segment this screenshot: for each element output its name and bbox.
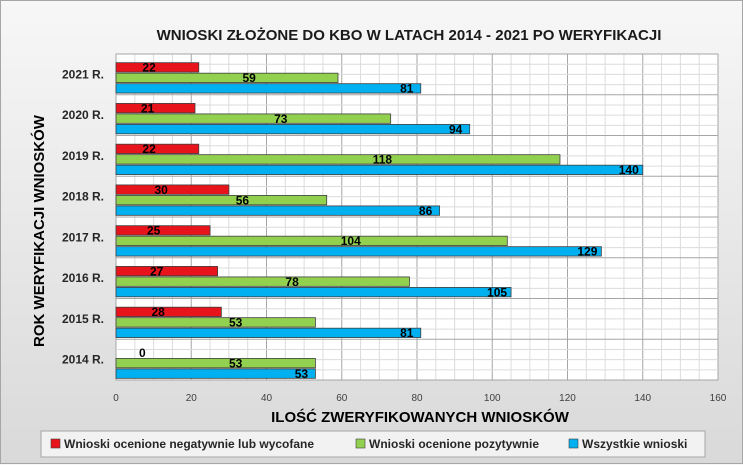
data-label: 81 [400,82,414,96]
category-label: 2021 R. [62,67,104,81]
x-tick-label: 140 [634,393,651,404]
data-label: 53 [229,356,243,370]
bar-all [115,83,422,94]
bar-all [115,246,602,257]
data-label: 21 [141,101,155,115]
x-tick-label: 60 [336,393,348,404]
legend-swatch [355,438,366,449]
bar-all [115,205,440,216]
bar-negative [115,266,218,277]
x-axis-title: ILOŚĆ ZWERYFIKOWANYCH WNIOSKÓW [271,408,570,426]
legend-swatch [50,438,61,449]
chart-title: WNIOSKI ZŁOŻONE DO KBO W LATACH 2014 - 2… [157,27,662,44]
category-label: 2016 R. [62,271,104,285]
data-label: 118 [373,153,393,167]
y-axis-title: ROK WERYFIKACJI WNIOSKÓW [30,114,48,347]
bar-negative [115,62,200,73]
data-label: 73 [274,112,288,126]
bar-positive [115,235,508,246]
x-tick-labels: 0 20 40 60 80 100 120 140 160 [113,393,727,404]
data-label: 28 [151,305,165,319]
x-tick-label: 100 [484,393,501,404]
data-label: 129 [577,245,597,259]
bar-all [115,287,512,298]
bar-negative [115,306,222,317]
legend-label: Wnioski ocenione pozytywnie [369,437,539,451]
data-label: 140 [619,163,639,177]
x-tick-label: 0 [113,393,119,404]
legend-label: Wszystkie wnioski [582,437,687,451]
category-labels: 2014 R. 2015 R. 2016 R. 2017 R. 2018 R. 2019 … [62,67,104,366]
bars [115,62,644,379]
x-tick-label: 20 [186,393,198,404]
data-label: 53 [295,367,309,381]
bar-positive [115,358,316,369]
bar-all [115,327,422,338]
data-label: 25 [147,224,161,238]
category-label: 2020 R. [62,108,104,122]
data-label: 30 [154,183,168,197]
bar-positive [115,154,561,165]
data-label: 94 [449,122,463,136]
category-label: 2018 R. [62,190,104,204]
category-label: 2019 R. [62,149,104,163]
data-label: 53 [229,316,243,330]
bar-positive [115,113,392,124]
x-tick-label: 120 [559,393,576,404]
category-label: 2014 R. [62,353,104,367]
category-label: 2017 R. [62,230,104,244]
data-label: 86 [419,204,433,218]
x-tick-label: 160 [710,393,727,404]
legend: Wnioski ocenione negatywnie lub wycofane… [50,437,687,451]
data-label: 22 [142,142,156,156]
data-label: 78 [285,275,299,289]
bar-positive [115,276,410,287]
bar-positive [115,195,328,206]
bar-all [115,164,644,175]
data-label: 59 [243,71,257,85]
data-label: 27 [150,264,164,278]
bar-positive [115,72,339,83]
bar-all [115,368,316,379]
bar-negative [115,225,211,236]
bar-negative [115,143,200,154]
bar-negative [115,103,196,114]
x-tick-label: 40 [261,393,273,404]
legend-label: Wnioski ocenione negatywnie lub wycofane [64,437,314,451]
bar-positive [115,317,316,328]
data-label: 81 [400,326,414,340]
legend-swatch [568,438,579,449]
data-label: 0 [139,346,146,360]
data-label: 104 [341,234,361,248]
legend-box [40,430,706,458]
x-tick-label: 80 [411,393,423,404]
data-label: 105 [487,285,507,299]
category-label: 2015 R. [62,312,104,326]
data-label: 22 [142,61,156,75]
bar-negative [115,184,230,195]
bar-all [115,124,471,135]
data-labels: 0 53 53 28 53 81 27 78 105 25 104 129 30 56 86 22 118 140… [139,61,639,381]
data-label: 56 [236,193,250,207]
